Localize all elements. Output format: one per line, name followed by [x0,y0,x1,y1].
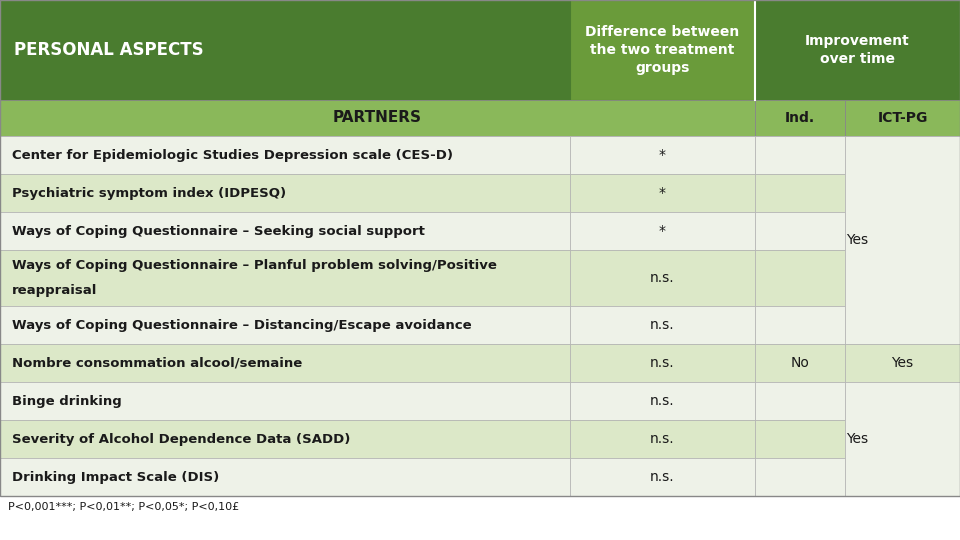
Bar [845,382,960,496]
Text: *: * [659,148,666,162]
Bar [755,344,845,382]
Text: Yes: Yes [847,432,869,446]
Text: Yes: Yes [892,356,914,370]
Bar [755,212,845,250]
Bar [755,100,845,136]
Bar [0,0,570,100]
Bar [755,136,845,174]
Bar [570,382,755,420]
Text: Ways of Coping Questionnaire – Distancing/Escape avoidance: Ways of Coping Questionnaire – Distancin… [12,319,471,332]
Bar [845,344,960,382]
Bar [0,136,570,174]
Bar [0,100,755,136]
Text: Ind.: Ind. [785,111,815,125]
Bar [570,306,755,344]
Bar [0,458,570,496]
Bar [0,212,570,250]
Bar [0,250,570,306]
Bar [755,0,960,100]
Text: reappraisal: reappraisal [12,284,97,297]
Text: Center for Epidemiologic Studies Depression scale (CES-D): Center for Epidemiologic Studies Depress… [12,148,453,161]
Bar [570,174,755,212]
Bar [570,0,755,100]
Text: Ways of Coping Questionnaire – Planful problem solving/Positive: Ways of Coping Questionnaire – Planful p… [12,259,497,272]
Bar [570,420,755,458]
Bar [845,100,960,136]
Text: n.s.: n.s. [650,271,675,285]
Bar [570,458,755,496]
Bar [845,136,960,344]
Bar [570,136,755,174]
Bar [0,420,570,458]
Text: Binge drinking: Binge drinking [12,395,122,408]
Text: Improvement
over time: Improvement over time [805,34,910,66]
Text: Severity of Alcohol Dependence Data (SADD): Severity of Alcohol Dependence Data (SAD… [12,433,350,446]
Bar [755,458,845,496]
Text: n.s.: n.s. [650,470,675,484]
Text: *: * [659,224,666,238]
Bar [755,420,845,458]
Text: PARTNERS: PARTNERS [333,111,422,125]
Text: n.s.: n.s. [650,356,675,370]
Text: *: * [659,186,666,200]
Text: n.s.: n.s. [650,318,675,332]
Bar [755,382,845,420]
Bar [0,306,570,344]
Text: No: No [791,356,809,370]
Bar [0,344,570,382]
Bar [755,250,845,306]
Text: ICT-PG: ICT-PG [877,111,927,125]
Text: PERSONAL ASPECTS: PERSONAL ASPECTS [14,41,204,59]
Text: n.s.: n.s. [650,432,675,446]
Bar [570,250,755,306]
Bar [755,174,845,212]
Text: Drinking Impact Scale (DIS): Drinking Impact Scale (DIS) [12,470,219,483]
Bar [0,174,570,212]
Text: Psychiatric symptom index (IDPESQ): Psychiatric symptom index (IDPESQ) [12,186,286,199]
Bar [570,344,755,382]
Text: Nombre consommation alcool/semaine: Nombre consommation alcool/semaine [12,356,302,369]
Bar [570,212,755,250]
Text: Ways of Coping Questionnaire – Seeking social support: Ways of Coping Questionnaire – Seeking s… [12,225,425,238]
Bar [0,382,570,420]
Text: Difference between
the two treatment
groups: Difference between the two treatment gro… [586,25,739,76]
Text: n.s.: n.s. [650,394,675,408]
Text: P<0,001***; P<0,01**; P<0,05*; P<0,10£: P<0,001***; P<0,01**; P<0,05*; P<0,10£ [8,502,239,512]
Bar [755,306,845,344]
Text: Yes: Yes [847,233,869,247]
